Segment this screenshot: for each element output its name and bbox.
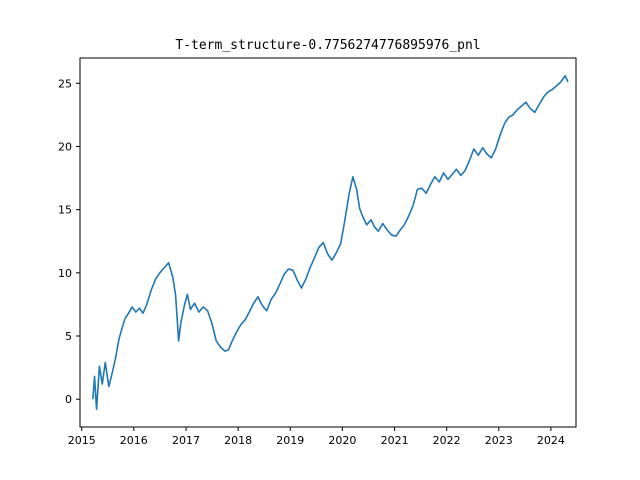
axes-frame [79,57,577,428]
x-tick-label: 2018 [224,434,252,447]
chart-title: T-term_structure-0.7756274776895976_pnl [175,38,480,53]
x-tick-label: 2019 [276,434,304,447]
x-tick-label: 2024 [537,434,565,447]
plot-area [92,74,569,411]
y-tick-label: 20 [58,140,72,153]
x-tick-label: 2023 [485,434,513,447]
y-tick-label: 10 [58,267,72,280]
x-tick-label: 2016 [120,434,148,447]
series-line-0 [92,74,569,411]
x-tick-label: 2022 [433,434,461,447]
x-axis: 2015 2016 2017 2018 2019 2020 2021 2022 2023 2024 [68,427,565,447]
x-tick-label: 2021 [381,434,409,447]
x-tick-label: 2015 [68,434,96,447]
y-axis: 0 5 10 15 20 25 [58,77,80,406]
y-tick-label: 5 [65,330,72,343]
y-tick-label: 15 [58,204,72,217]
y-tick-label: 0 [65,393,72,406]
y-tick-label: 25 [58,77,72,90]
x-tick-label: 2017 [172,434,200,447]
x-tick-label: 2020 [328,434,356,447]
